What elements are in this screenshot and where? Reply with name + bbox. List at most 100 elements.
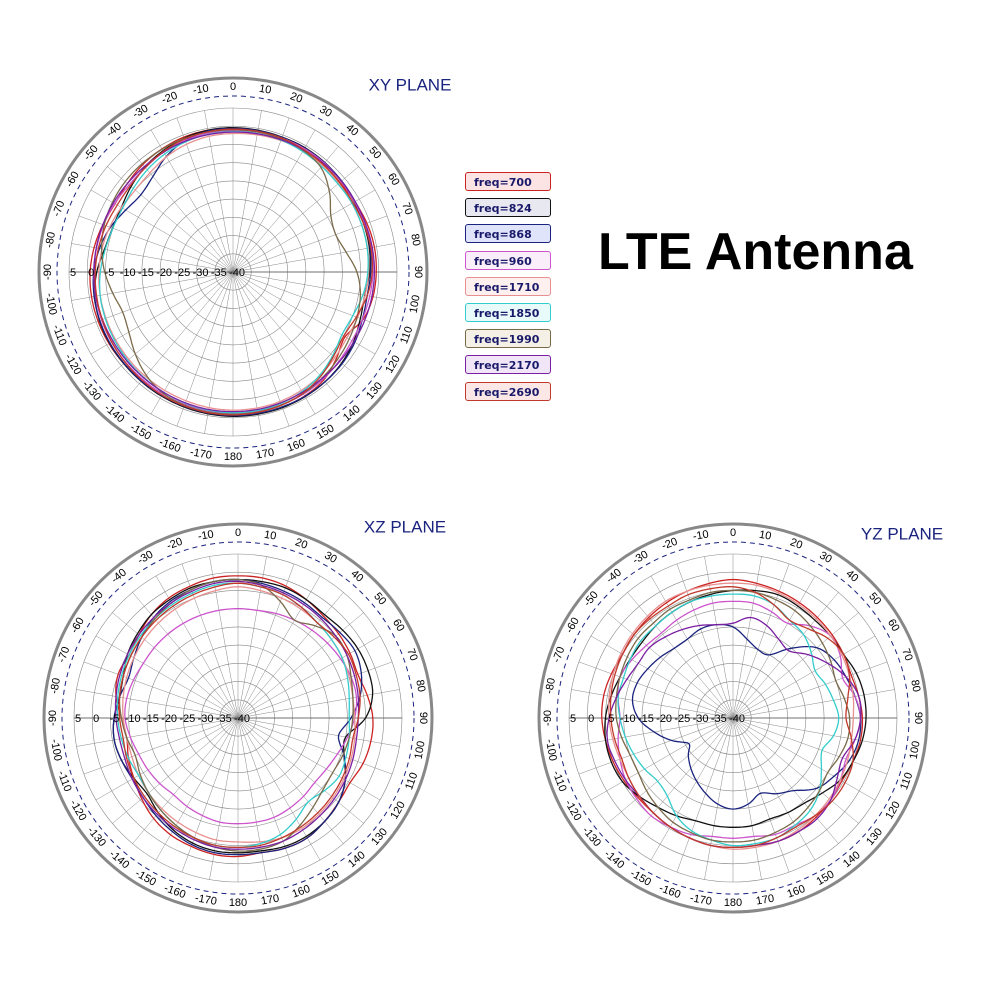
angle-tick-label: 160 <box>786 883 807 901</box>
angle-tick-label: -70 <box>51 199 68 218</box>
reference-ring <box>56 95 410 449</box>
grid-spoke <box>232 271 290 427</box>
angle-tick-label: 110 <box>898 771 915 792</box>
grid-spoke <box>232 117 290 273</box>
grid-spoke <box>83 661 239 719</box>
radial-tick-label: -25 <box>179 713 195 725</box>
grid-spoke <box>78 271 234 329</box>
radial-tick-label: 0 <box>88 267 94 279</box>
grid-spoke <box>237 592 344 719</box>
grid-spoke <box>204 271 234 434</box>
grid-spoke <box>704 717 734 880</box>
angle-tick-label: -140 <box>102 402 127 425</box>
grid-spoke <box>237 717 393 775</box>
angle-tick-label: -120 <box>562 798 583 823</box>
grid-spoke <box>204 110 234 273</box>
grid-spoke <box>732 717 895 747</box>
series-line-freq-960 <box>124 608 358 825</box>
legend-item: freq=960 <box>465 250 551 270</box>
angle-tick-label: 160 <box>291 883 312 901</box>
radial-tick-label: -25 <box>674 713 690 725</box>
grid-spoke <box>676 563 734 719</box>
radial-tick-label: -5 <box>605 713 615 725</box>
grid-spoke <box>232 271 262 434</box>
angle-tick-label: 20 <box>293 536 309 551</box>
angle-tick-label: 60 <box>385 171 402 188</box>
angle-tick-label: -20 <box>660 536 679 553</box>
radial-tick-label: 5 <box>570 713 576 725</box>
radial-tick-label: -35 <box>211 267 227 279</box>
legend-item: freq=1990 <box>465 329 551 349</box>
angle-tick-label: -150 <box>628 867 653 888</box>
grid-spoke <box>232 189 376 273</box>
angle-tick-label: -170 <box>189 446 213 462</box>
radial-tick-label: -20 <box>156 267 172 279</box>
legend-item: freq=2690 <box>465 381 551 401</box>
series-line-freq-1850 <box>98 131 369 414</box>
grid-spoke <box>590 635 734 719</box>
angle-tick-label: -130 <box>85 825 108 850</box>
grid-spoke <box>107 271 234 378</box>
xz-plane-chart: 0 102030405060708090100110120130140150160… <box>42 517 446 914</box>
grid-spoke <box>676 717 734 873</box>
grid-spoke <box>237 563 295 719</box>
grid-spoke <box>571 717 734 747</box>
angle-tick-label: 0 <box>235 527 241 539</box>
outer-ring <box>37 76 429 468</box>
radial-tick-label: 5 <box>75 713 81 725</box>
angle-tick-label: -100 <box>543 738 559 762</box>
grid-spoke <box>627 717 734 844</box>
grid-spoke <box>176 117 234 273</box>
series-line-freq-1990 <box>100 129 362 415</box>
radial-tick-label: -15 <box>143 713 159 725</box>
angle-tick-label: 90 <box>912 712 924 724</box>
angle-tick-label: -20 <box>165 536 184 553</box>
radial-tick-label: 5 <box>70 267 76 279</box>
grid-spoke <box>76 717 239 747</box>
angle-tick-label: 0 <box>730 527 736 539</box>
angle-tick-label: -150 <box>133 867 158 888</box>
legend-item: freq=1850 <box>465 302 551 322</box>
reference-ring <box>556 541 910 895</box>
angle-tick-label: -80 <box>48 677 63 695</box>
angle-tick-label: -10 <box>192 82 210 97</box>
grid-spoke <box>578 717 734 775</box>
angle-tick-label: 90 <box>412 266 424 278</box>
radial-tick-label: -30 <box>198 713 214 725</box>
radial-tick-label: -5 <box>110 713 120 725</box>
legend-item: freq=868 <box>465 224 551 244</box>
grid-spoke <box>95 717 239 801</box>
angle-tick-label: 170 <box>260 893 280 908</box>
grid-spoke <box>732 575 816 719</box>
angle-tick-label: 70 <box>399 201 414 217</box>
grid-spoke <box>237 717 400 747</box>
angle-tick-label: -100 <box>48 738 64 762</box>
angle-tick-label: 70 <box>899 647 914 663</box>
angle-tick-label: 80 <box>413 679 427 693</box>
grid-spoke <box>112 612 239 719</box>
angle-tick-label: -170 <box>689 892 713 908</box>
radial-tick-label: -40 <box>729 713 745 725</box>
angle-tick-label: -90 <box>47 710 59 726</box>
grid-spoke <box>590 717 734 801</box>
grid-spoke <box>578 661 734 719</box>
grid-spoke <box>732 635 876 719</box>
radial-tick-label: -5 <box>105 267 115 279</box>
angle-tick-label: -20 <box>160 90 179 107</box>
angle-tick-label: 0 <box>230 81 236 93</box>
grid-spoke <box>732 717 790 873</box>
legend-item: freq=824 <box>465 198 551 218</box>
angle-tick-label: 30 <box>817 549 834 566</box>
angle-tick-label: -100 <box>43 292 59 316</box>
grid-spoke <box>76 689 239 719</box>
series-line-freq-2690 <box>609 585 854 849</box>
radial-tick-label: -25 <box>174 267 190 279</box>
series-line-freq-1990 <box>615 589 851 843</box>
angle-tick-label: 180 <box>229 897 247 909</box>
angle-tick-label: 100 <box>908 740 923 760</box>
grid-spoke <box>237 717 381 801</box>
series-line-freq-868 <box>631 623 862 810</box>
grid-spoke <box>732 717 839 844</box>
angle-tick-label: -10 <box>692 528 710 543</box>
grid-spoke <box>232 271 376 355</box>
